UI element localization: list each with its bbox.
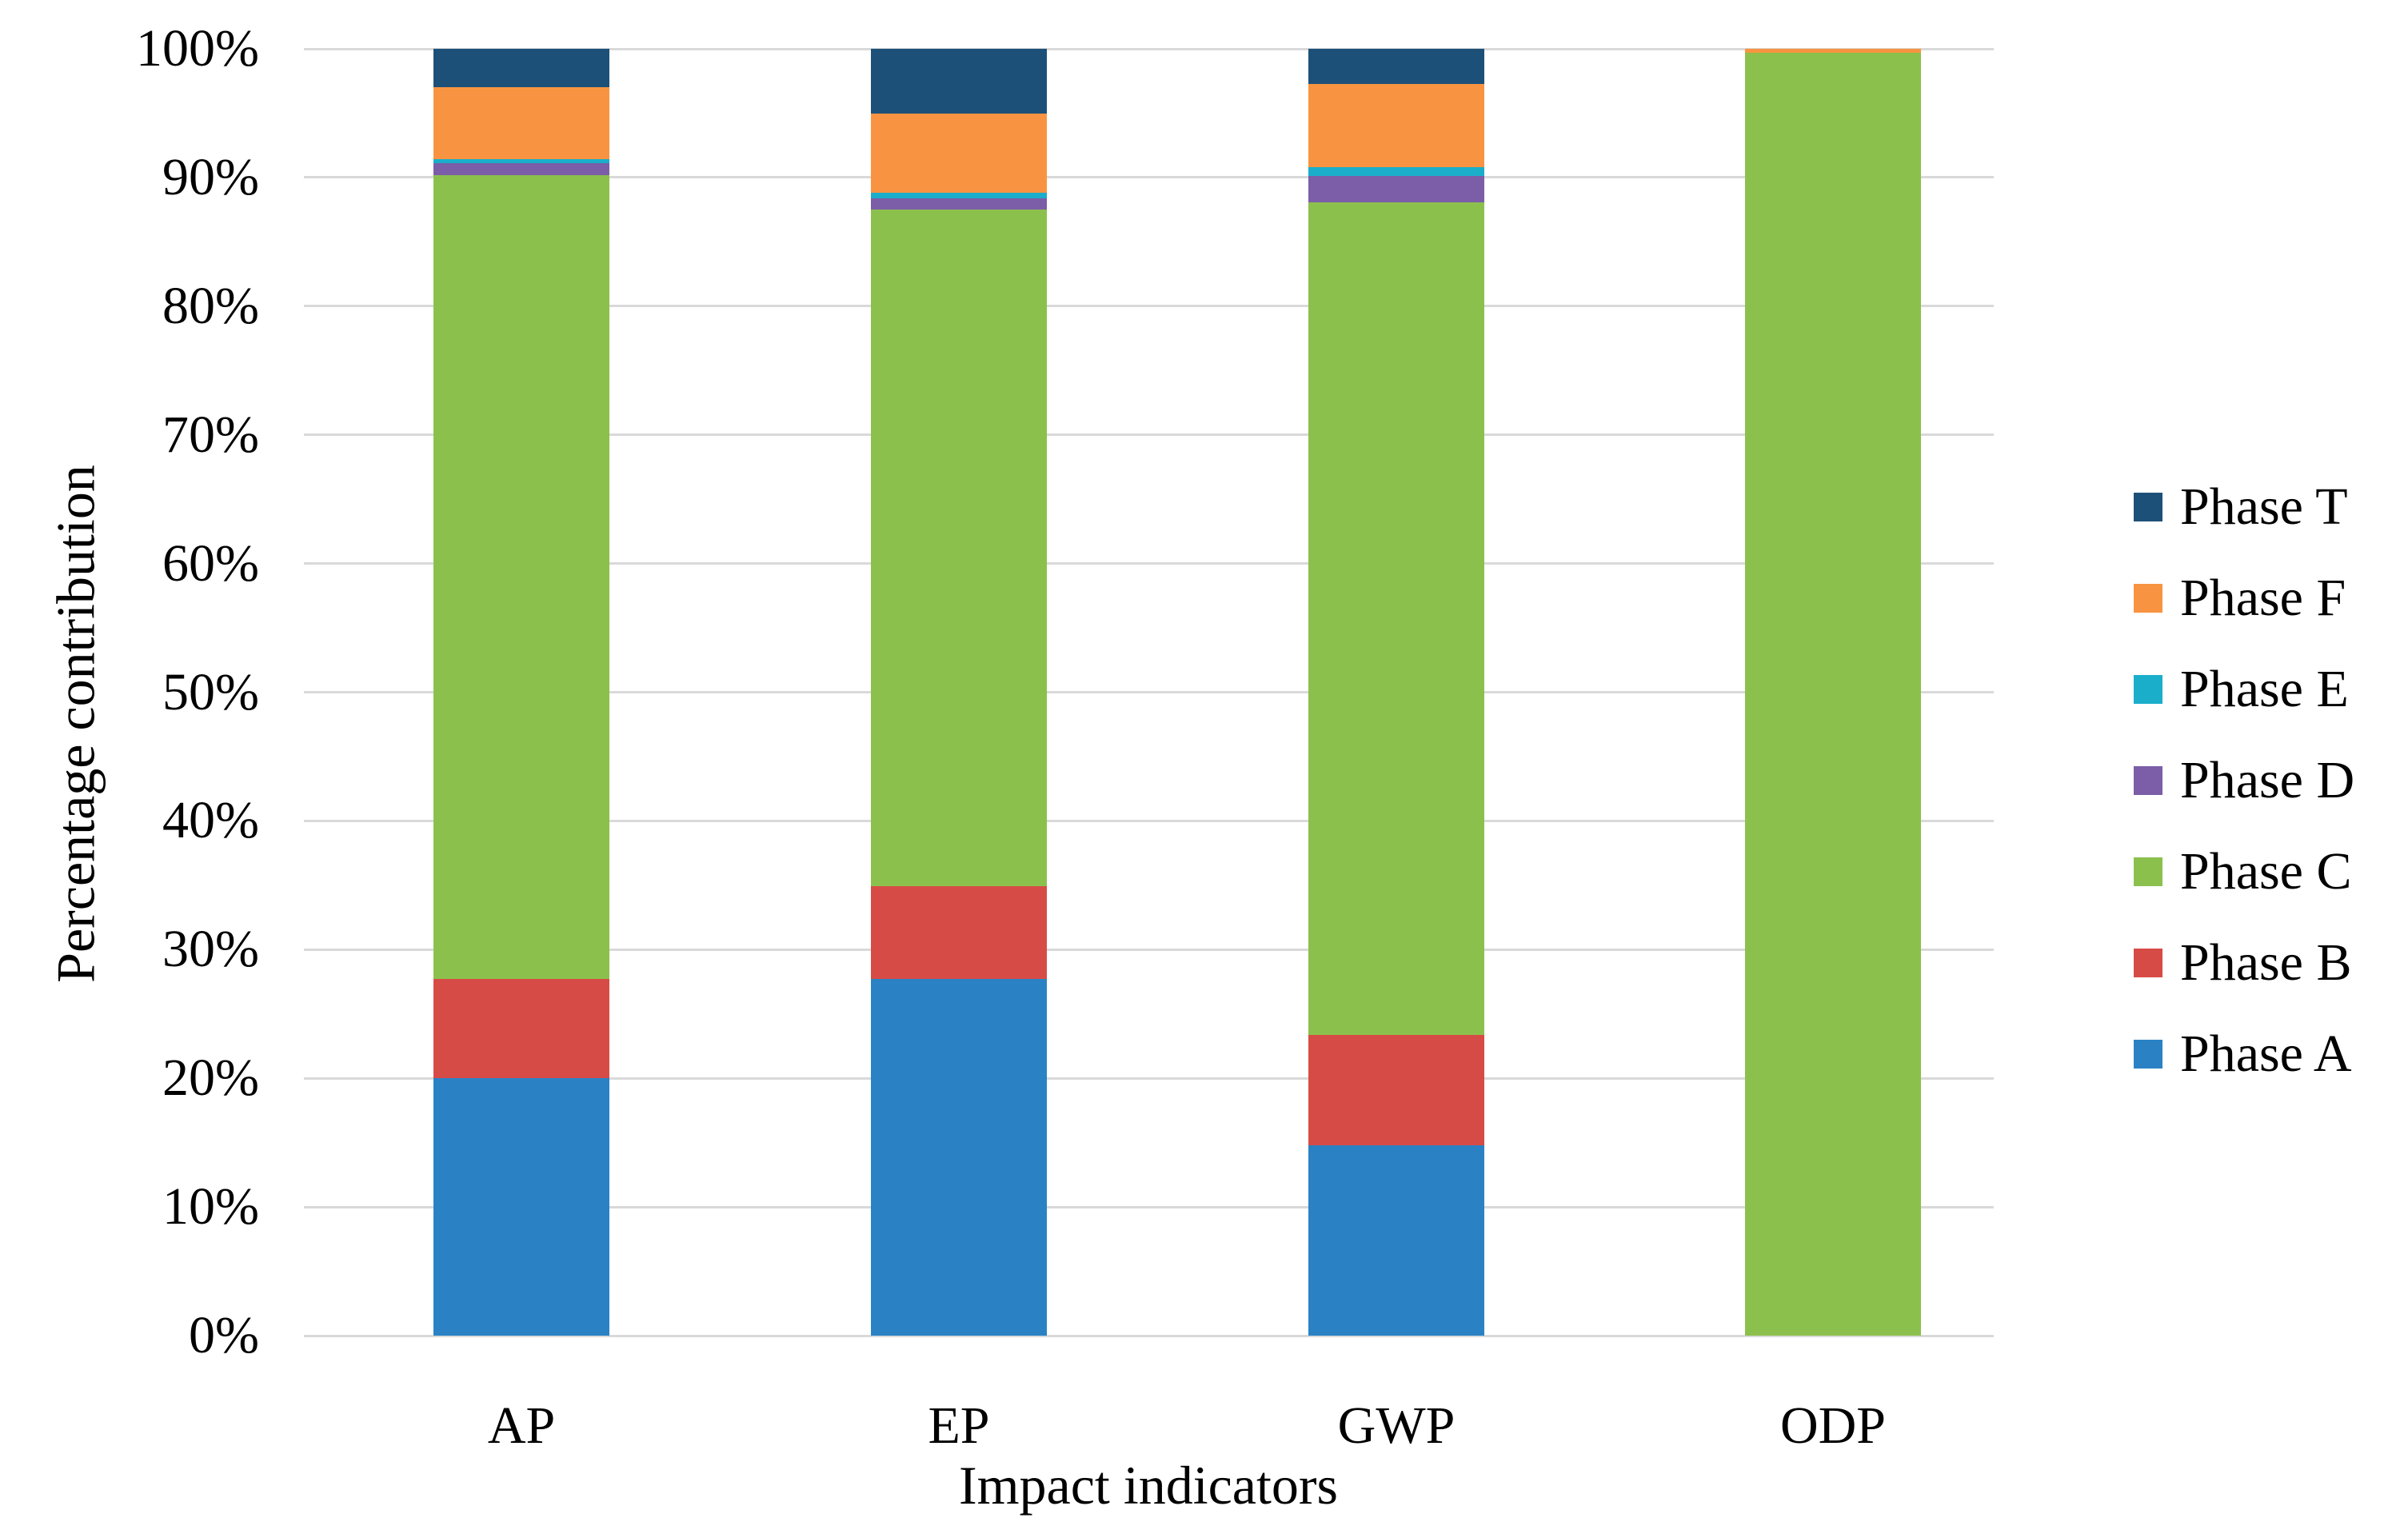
gridline [304, 433, 1994, 437]
gridline [304, 1205, 1994, 1208]
bar-segment-phase-f-ep [871, 113, 1047, 194]
bar-segment-phase-f-ap [433, 87, 609, 160]
legend-item-phase-b: Phase B [2134, 936, 2354, 990]
gridline [304, 1334, 1994, 1337]
legend-item-phase-e: Phase E [2134, 662, 2354, 717]
bar-segment-phase-e-ap [433, 159, 609, 164]
bar-odp [1745, 49, 1921, 1336]
gridline [304, 305, 1994, 308]
y-tick-label: 30% [162, 920, 259, 979]
legend-label: Phase F [2180, 569, 2346, 627]
gridline [304, 176, 1994, 179]
legend-color-swatch-icon [2134, 766, 2162, 795]
bar-segment-phase-b-ap [433, 979, 609, 1079]
x-category-label-odp: ODP [1779, 1396, 1887, 1455]
legend-label: Phase C [2180, 842, 2352, 901]
legend-color-swatch-icon [2134, 584, 2162, 613]
x-axis-title: Impact indicators [959, 1455, 1338, 1516]
bar-segment-phase-a-gwp [1308, 1144, 1484, 1336]
y-tick-label: 20% [162, 1049, 259, 1108]
bar-segment-phase-t-gwp [1308, 49, 1484, 84]
bar-segment-phase-a-ep [871, 979, 1047, 1336]
bar-segment-phase-t-ap [433, 49, 609, 88]
bar-segment-phase-c-ap [433, 174, 609, 980]
y-tick-label: 10% [162, 1177, 259, 1236]
bar-segment-phase-f-odp [1745, 49, 1921, 53]
x-category-label-ep: EP [928, 1396, 990, 1455]
y-tick-label: 90% [162, 147, 259, 206]
bar-segment-phase-e-gwp [1308, 167, 1484, 177]
legend-color-swatch-icon [2134, 857, 2162, 886]
bar-segment-phase-d-ap [433, 163, 609, 175]
y-tick-label: 0% [189, 1306, 259, 1364]
bar-ep [871, 49, 1047, 1336]
gridline [304, 948, 1994, 951]
x-category-label-ap: AP [487, 1396, 556, 1455]
legend-label: Phase E [2180, 660, 2349, 718]
y-tick-label: 50% [162, 662, 259, 721]
legend-item-phase-a: Phase A [2134, 1027, 2354, 1081]
gridline [304, 562, 1994, 565]
bar-segment-phase-f-gwp [1308, 83, 1484, 168]
legend-label: Phase D [2180, 751, 2355, 809]
gridline [304, 1077, 1994, 1080]
bar-segment-phase-e-ep [871, 193, 1047, 198]
bar-segment-phase-d-gwp [1308, 176, 1484, 202]
legend-item-phase-d: Phase D [2134, 753, 2354, 808]
y-tick-label: 40% [162, 791, 259, 850]
bar-segment-phase-c-gwp [1308, 202, 1484, 1035]
legend-color-swatch-icon [2134, 675, 2162, 704]
bar-segment-phase-c-ep [871, 210, 1047, 887]
chart-legend: Phase T Phase F Phase E Phase D Phase C Phase… [2134, 480, 2354, 1118]
bar-segment-phase-a-ap [433, 1078, 609, 1336]
bar-ap [433, 49, 609, 1336]
x-category-label-gwp: GWP [1337, 1396, 1456, 1455]
y-tick-label: 100% [136, 19, 259, 78]
legend-item-phase-c: Phase C [2134, 845, 2354, 899]
legend-color-swatch-icon [2134, 949, 2162, 977]
gridline [304, 47, 1994, 50]
y-axis-tick-labels: 0% 10% 20% 30% 40% 50% 60% 70% 80% 90% 100% [0, 22, 282, 1362]
gridline [304, 691, 1994, 693]
bar-segment-phase-b-gwp [1308, 1034, 1484, 1145]
legend-item-phase-t: Phase T [2134, 480, 2354, 534]
y-tick-label: 70% [162, 405, 259, 464]
legend-color-swatch-icon [2134, 493, 2162, 521]
legend-item-phase-f: Phase F [2134, 571, 2354, 625]
bar-segment-phase-t-ep [871, 49, 1047, 114]
bar-gwp [1308, 49, 1484, 1336]
bar-segment-phase-d-ep [871, 198, 1047, 210]
gridline [304, 819, 1994, 822]
legend-label: Phase A [2180, 1025, 2352, 1083]
legend-label: Phase B [2180, 933, 2352, 992]
bar-segment-phase-b-ep [871, 886, 1047, 980]
bar-segment-phase-c-odp [1745, 52, 1921, 1336]
y-tick-label: 60% [162, 533, 259, 593]
y-tick-label: 80% [162, 276, 259, 335]
legend-color-swatch-icon [2134, 1040, 2162, 1069]
plot-area [304, 47, 1994, 1337]
legend-label: Phase T [2180, 477, 2348, 536]
